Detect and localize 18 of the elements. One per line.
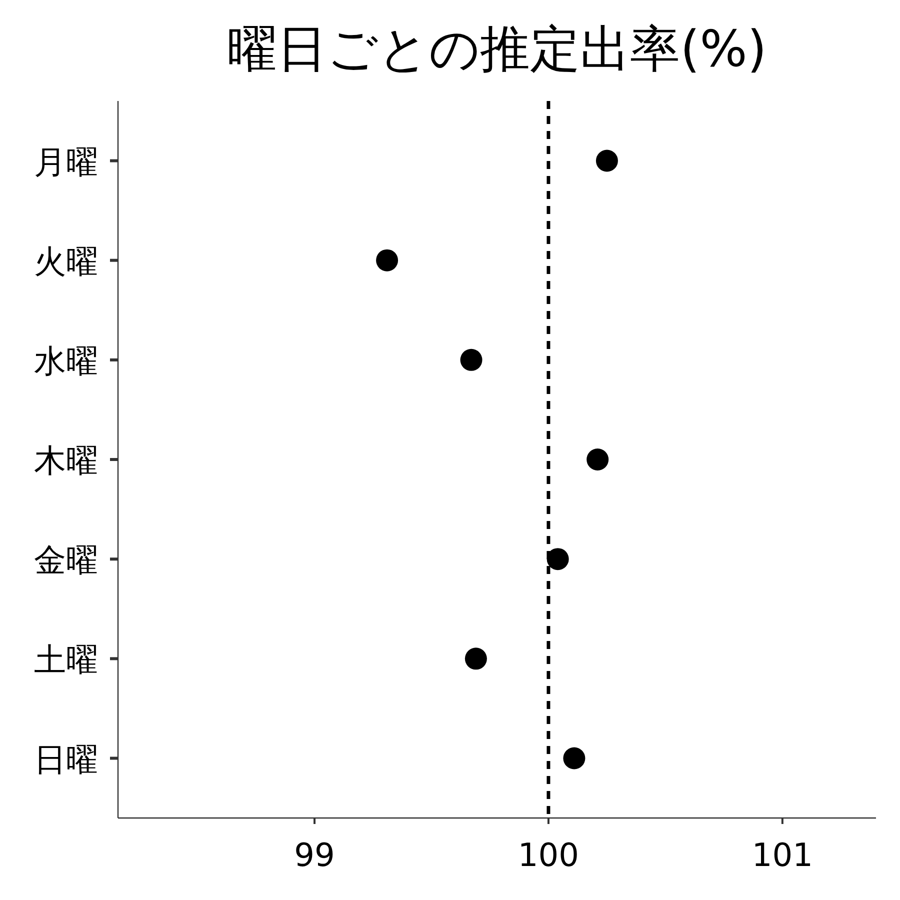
- y-tick-label: 水曜: [34, 342, 98, 380]
- y-tick-label: 月曜: [34, 142, 98, 181]
- y-tick-label: 土曜: [34, 640, 98, 679]
- chart-title: 曜日ごとの推定出率(%): [227, 20, 767, 78]
- y-tick-label: 金曜: [34, 541, 98, 580]
- point: [460, 348, 482, 371]
- point: [586, 448, 609, 470]
- y-tick-label: 木曜: [34, 442, 98, 480]
- point: [546, 548, 569, 570]
- point: [464, 648, 487, 670]
- point: [376, 249, 398, 272]
- y-tick-label: 日曜: [34, 740, 98, 778]
- x-tick-label: 99: [294, 836, 335, 874]
- point: [563, 747, 586, 770]
- y-tick-label: 火曜: [34, 242, 98, 280]
- x-tick-label: 100: [518, 836, 580, 874]
- x-tick-label: 101: [752, 836, 813, 874]
- point: [596, 150, 618, 172]
